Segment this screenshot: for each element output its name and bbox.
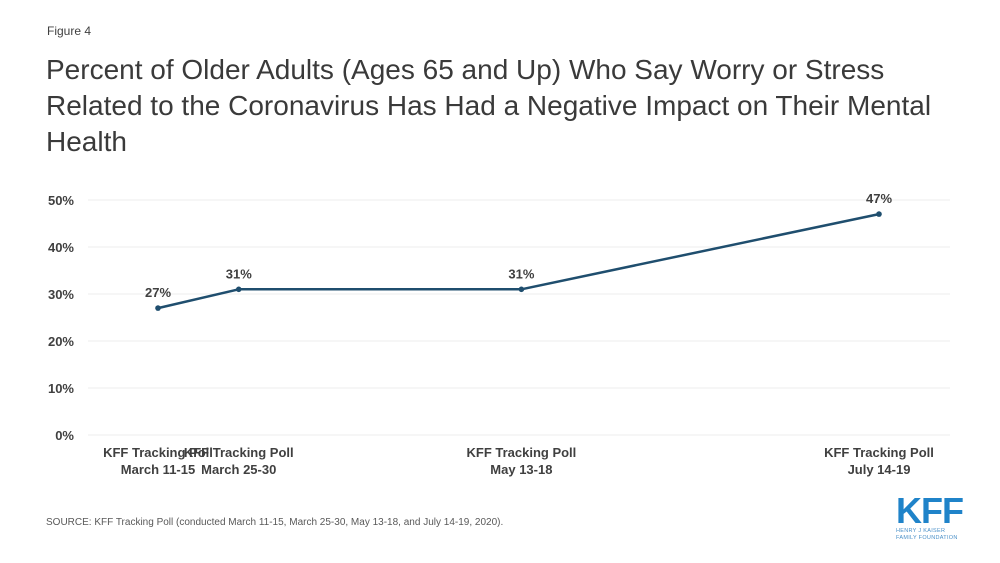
data-label: 47% <box>866 191 892 206</box>
figure-label: Figure 4 <box>47 24 92 38</box>
logo-subtitle-line1: HENRY J KAISER <box>896 528 946 534</box>
gridlines <box>88 199 950 436</box>
logo-subtitle-line2: FAMILY FOUNDATION <box>896 535 958 541</box>
data-point <box>518 286 525 293</box>
data-point <box>155 305 161 311</box>
data-points <box>155 211 882 311</box>
x-category-label-line2: March 25-30 <box>201 462 276 477</box>
chart-title: Percent of Older Adults (Ages 65 and Up)… <box>46 54 932 157</box>
y-tick-label: 20% <box>48 334 74 349</box>
series-line <box>157 212 880 310</box>
data-point <box>235 286 242 293</box>
logo-wordmark: KFF <box>896 490 964 531</box>
data-point <box>876 211 882 217</box>
y-axis-ticks: 0% 10% 20% 30% 40% 50% <box>48 193 74 443</box>
y-tick-label: 10% <box>48 381 74 396</box>
data-label: 27% <box>145 285 171 300</box>
x-category-label-line1: KFF Tracking Poll <box>466 445 576 460</box>
x-category-label-line1: KFF Tracking Poll <box>824 445 934 460</box>
y-tick-label: 0% <box>55 428 74 443</box>
kff-logo: KFF HENRY J KAISER FAMILY FOUNDATION <box>896 490 976 542</box>
x-category-label-line2: March 11-15 <box>121 462 195 477</box>
data-label: 31% <box>226 266 252 281</box>
series-lines <box>157 212 880 310</box>
y-tick-label: 40% <box>48 240 74 255</box>
x-category-label-line2: May 13-18 <box>490 462 552 477</box>
data-label: 31% <box>508 266 534 281</box>
data-labels: 27% 31% 31% 47% <box>145 191 892 300</box>
x-category-label-line2: July 14-19 <box>848 462 911 477</box>
y-tick-label: 30% <box>48 287 74 302</box>
x-axis-categories: KFF Tracking Poll March 11-15 KFF Tracking… <box>103 445 934 477</box>
x-category-label-line1: KFF Tracking Poll <box>103 445 213 460</box>
y-tick-label: 50% <box>48 193 74 208</box>
x-category-label-line1: KFF Tracking Poll <box>184 445 294 460</box>
source-note: SOURCE: KFF Tracking Poll (conducted Mar… <box>46 517 504 528</box>
